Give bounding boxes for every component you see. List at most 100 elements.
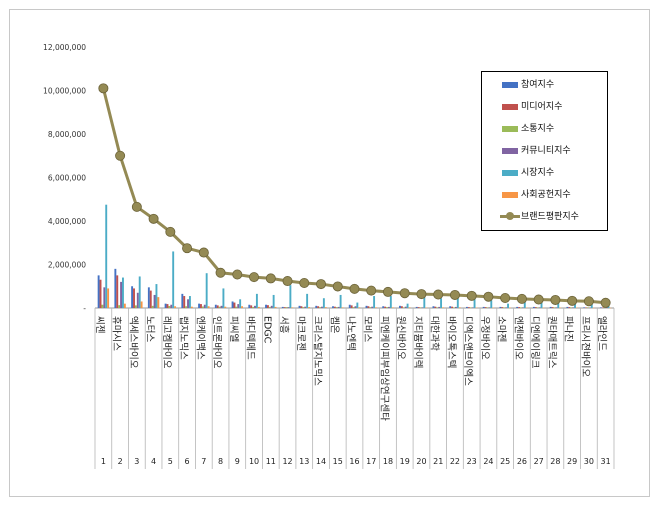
bar	[484, 307, 487, 308]
bar	[235, 306, 238, 308]
bar	[239, 299, 242, 308]
bar	[415, 306, 418, 308]
bar	[559, 307, 562, 309]
category-label: 대한과학	[429, 316, 440, 351]
bar	[322, 298, 325, 308]
bar	[188, 296, 191, 308]
bar	[270, 305, 273, 308]
bar	[174, 306, 177, 308]
bar	[341, 307, 344, 308]
category-label: 우정바이오	[479, 316, 490, 360]
brand-index-point	[148, 213, 159, 224]
bar	[134, 305, 137, 308]
bar	[101, 304, 104, 308]
bar	[538, 307, 541, 308]
bar	[521, 307, 524, 308]
bar	[592, 307, 595, 309]
bar	[586, 307, 589, 308]
brand-index-point	[516, 293, 527, 304]
brand-index-point	[131, 201, 142, 212]
brand-index-point	[382, 286, 393, 297]
bar	[237, 304, 240, 308]
bar	[458, 307, 461, 308]
bar	[335, 307, 338, 308]
bar	[317, 306, 320, 308]
bar	[298, 305, 301, 308]
brand-index-point	[399, 288, 410, 299]
rank-label: 5	[168, 457, 173, 466]
brand-index-point	[449, 289, 460, 300]
legend-swatch	[502, 170, 518, 176]
brand-index-point	[98, 83, 109, 94]
rank-label: 3	[134, 457, 139, 466]
bar	[369, 307, 372, 308]
bar	[551, 307, 554, 308]
legend-item: 미디어지수	[482, 98, 609, 116]
brand-index-point	[215, 267, 226, 278]
brand-index-point	[299, 277, 310, 288]
rank-label: 23	[467, 457, 477, 466]
legend-swatch	[502, 148, 518, 154]
bar	[549, 306, 552, 308]
bar	[123, 303, 126, 308]
rank-label: 24	[483, 457, 493, 466]
rank-label: 15	[333, 457, 343, 466]
category-label: 파나진	[563, 316, 574, 342]
bar	[218, 306, 221, 308]
bar	[354, 306, 357, 308]
category-label: 디엔에이링크	[529, 316, 541, 369]
bar	[289, 285, 292, 308]
rank-label: 21	[433, 457, 443, 466]
rank-label: 17	[366, 457, 376, 466]
brand-index-point	[249, 272, 260, 283]
bar	[231, 301, 234, 308]
bar	[321, 306, 323, 308]
legend-marker	[506, 212, 514, 220]
bar	[207, 306, 210, 308]
brand-index-point	[600, 297, 611, 308]
category-label: 프리시젼바이오	[579, 316, 591, 377]
legend-item: 시장지수	[482, 164, 609, 182]
bar	[599, 307, 602, 308]
rank-label: 10	[249, 457, 259, 466]
bar	[281, 306, 284, 308]
category-label: 모비스	[362, 316, 373, 342]
bar	[520, 307, 522, 308]
bar	[488, 307, 491, 308]
category-label: 지티븀바이렉	[412, 316, 423, 368]
brand-index-point	[165, 226, 176, 237]
bar	[391, 307, 394, 308]
bar	[375, 307, 377, 308]
bar	[367, 306, 370, 308]
bar	[304, 306, 307, 308]
bar	[389, 296, 392, 308]
category-label: 바디텍메드	[245, 316, 256, 360]
bar	[283, 307, 286, 308]
category-label: 랩지노믹스	[178, 316, 190, 360]
legend-label: 소통지수	[521, 124, 555, 134]
y-tick-label: -	[83, 304, 86, 313]
legend-item: 참여지수	[482, 76, 609, 94]
category-label: 엔젠바이오	[512, 316, 523, 360]
category-label: 디엑스앤브이엑스	[462, 316, 474, 386]
category-label: 레고켐바이오	[161, 316, 173, 369]
category-label: 엔케이맥스	[194, 316, 205, 360]
bar	[465, 306, 468, 308]
bar	[588, 307, 591, 309]
bar	[185, 306, 188, 308]
bar	[386, 307, 388, 308]
bar	[198, 303, 201, 308]
bar	[434, 306, 437, 308]
rank-label: 12	[282, 457, 292, 466]
bar	[250, 305, 253, 308]
bar	[99, 279, 102, 308]
bar	[566, 306, 569, 308]
bar	[408, 307, 411, 308]
bar	[440, 298, 443, 308]
bar	[467, 307, 470, 308]
brand-index-point	[500, 292, 511, 303]
bar	[384, 306, 387, 308]
legend-label: 브랜드평판지수	[521, 212, 579, 222]
bar	[274, 306, 277, 308]
bar	[536, 307, 539, 308]
